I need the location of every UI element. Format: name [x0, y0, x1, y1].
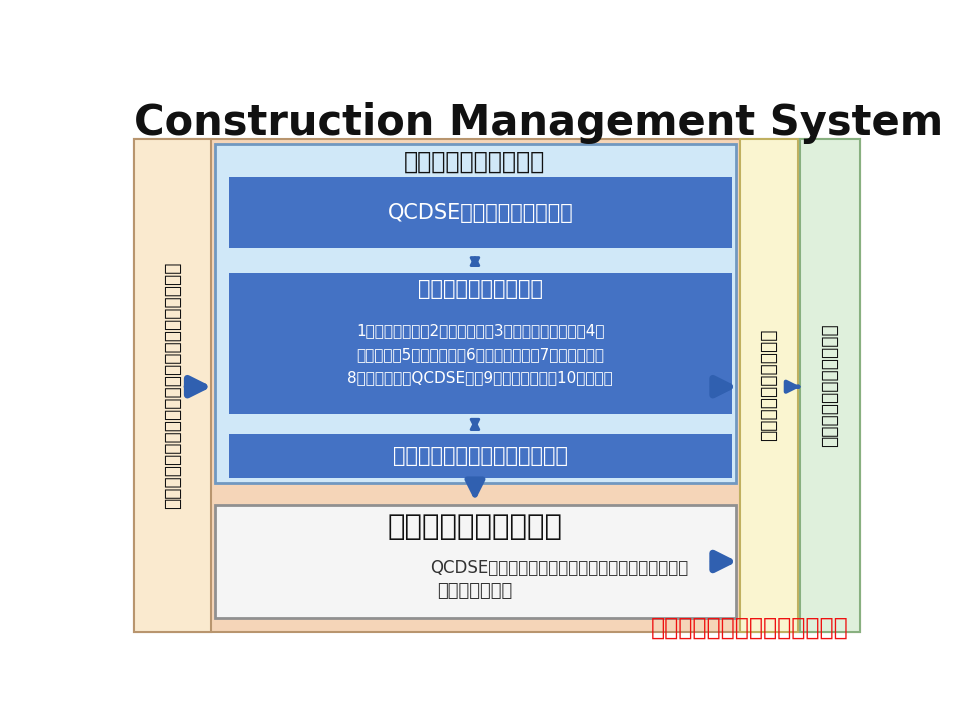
Bar	[740, 139, 798, 631]
Text: 1）組織・体制、2）工程計画、3）機械・設備計画、4）
資材計画、5）施工方法、6）ヤード計画、7）交通管理、
8）管理計画（QCDSE）、9）緊急時対応、10: 1）組織・体制、2）工程計画、3）機械・設備計画、4） 資材計画、5）施工方法、…	[348, 323, 613, 385]
Text: 施工シミュレーションシステム: 施工シミュレーションシステム	[393, 446, 568, 466]
Text: QCDSEの管理計画に基づく実施結果の確認システム: QCDSEの管理計画に基づく実施結果の確認システム	[430, 559, 688, 577]
Text: 施工計画立案システム: 施工計画立案システム	[418, 279, 542, 299]
Bar	[214, 144, 736, 483]
Bar	[134, 139, 211, 631]
Text: 施工計画支援システム: 施工計画支援システム	[404, 150, 545, 174]
Bar	[134, 139, 860, 631]
Bar	[228, 273, 732, 414]
Bar	[801, 139, 860, 631]
Text: 発注者から示される契約図書・その他の制約条件: 発注者から示される契約図書・その他の制約条件	[163, 261, 182, 509]
Text: 施工管理支援システム: 施工管理支援システム	[388, 513, 563, 541]
Text: Construction Management System: Construction Management System	[134, 102, 943, 144]
Text: 情報共有のための基盤システム: 情報共有のための基盤システム	[651, 616, 849, 639]
Text: 運営・維持管理システム: 運営・維持管理システム	[821, 323, 839, 447]
Bar	[228, 177, 732, 248]
Text: 建設機械の制御: 建設機械の制御	[438, 582, 513, 600]
Bar	[228, 434, 732, 477]
Text: 検査・支払いシステム: 検査・支払いシステム	[759, 329, 779, 441]
Bar	[214, 505, 736, 618]
Text: QCDSEのチェックシステム: QCDSEのチェックシステム	[388, 202, 573, 222]
